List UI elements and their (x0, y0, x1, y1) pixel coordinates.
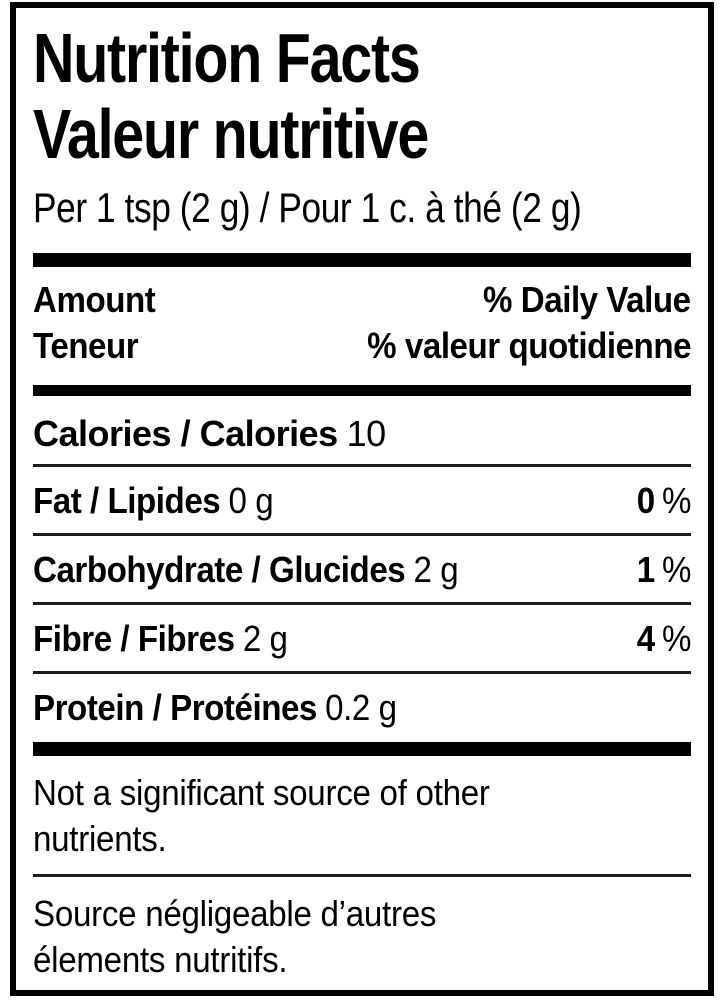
footnote-fr-line2-wrap: élements nutritifs. (33, 937, 691, 983)
nutrient-carb-name: Carbohydrate / Glucides (33, 549, 406, 590)
serving-size: Per 1 tsp (2 g) / Pour 1 c. à thé (2 g) (33, 184, 691, 232)
daily-value-label-fr: % valeur quotidienne (367, 325, 691, 366)
nutrient-carb-left: Carbohydrate / Glucides 2 g (33, 548, 459, 592)
nutrient-fat-dv: 0% (636, 479, 692, 523)
nutrient-row-protein: Protein / Protéines 0.2 g (33, 674, 691, 742)
nutrient-fibre-dv: 4% (636, 617, 692, 661)
serving-size-text: Per 1 tsp (2 g) / Pour 1 c. à thé (2 g) (33, 184, 582, 231)
title-block: Nutrition Facts Valeur nutritive (33, 20, 691, 172)
footnote-fr-line1-wrap: Source négligeable d’autres (33, 891, 691, 937)
thick-rule-bottom (33, 742, 691, 756)
title-en: Nutrition Facts (33, 20, 691, 96)
nutrient-fat-left: Fat / Lipides 0 g (33, 479, 274, 523)
nutrient-fat-dv-unit: % (662, 480, 691, 521)
calories-text: Calories / Calories 10 (33, 412, 386, 456)
footnote-en-line2-wrap: nutrients. (33, 816, 691, 862)
nutrient-protein-amount: 0.2 g (325, 687, 397, 728)
nutrient-fibre-name: Fibre / Fibres (33, 618, 235, 659)
footnote-en-line1: Not a significant source of other (33, 772, 490, 813)
nutrient-carb-dv-unit: % (662, 549, 691, 590)
footnote-en-line1-wrap: Not a significant source of other (33, 770, 691, 816)
footnote-fr-line1: Source négligeable d’autres (33, 893, 437, 934)
title-fr: Valeur nutritive (33, 96, 691, 172)
calories-label: Calories / Calories (33, 413, 338, 454)
daily-value-label-en: % Daily Value (483, 279, 691, 320)
footnote-en-line2: nutrients. (33, 818, 167, 859)
nutrient-fat-name: Fat / Lipides (33, 480, 221, 521)
title-fr-text: Valeur nutritive (33, 95, 429, 173)
amount-label-fr: Teneur (33, 325, 139, 366)
amount-label-en: Amount (33, 279, 156, 320)
footnote-en: Not a significant source of other nutrie… (33, 756, 691, 877)
calories-value: 10 (346, 413, 387, 454)
nutrient-row-carbohydrate: Carbohydrate / Glucides 2 g 1% (33, 536, 691, 605)
nutrient-fibre-dv-unit: % (662, 618, 691, 659)
thick-rule-top (33, 253, 691, 267)
nutrition-facts-label: Nutrition Facts Valeur nutritive Per 1 t… (10, 2, 714, 996)
thick-rule-header (33, 385, 691, 396)
nutrient-fibre-left: Fibre / Fibres 2 g (33, 617, 288, 661)
nutrient-fat-dv-value: 0 (636, 480, 655, 521)
nutrient-fat-amount: 0 g (228, 480, 274, 521)
nutrient-row-fat: Fat / Lipides 0 g 0% (33, 467, 691, 536)
header-row-fr: Teneur % valeur quotidienne (33, 323, 691, 369)
nutrient-carb-dv: 1% (636, 548, 692, 592)
nutrient-fibre-amount: 2 g (242, 618, 288, 659)
nutrient-carb-dv-value: 1 (636, 549, 655, 590)
title-en-text: Nutrition Facts (33, 19, 421, 97)
daily-value-header: Amount % Daily Value Teneur % valeur quo… (33, 277, 691, 369)
nutrient-protein-name: Protein / Protéines (33, 687, 317, 728)
header-row-en: Amount % Daily Value (33, 277, 691, 323)
nutrient-fibre-dv-value: 4 (636, 618, 655, 659)
nutrient-row-fibre: Fibre / Fibres 2 g 4% (33, 605, 691, 674)
nutrient-protein-left: Protein / Protéines 0.2 g (33, 686, 397, 730)
calories-row: Calories / Calories 10 (33, 396, 691, 467)
nutrient-carb-amount: 2 g (413, 549, 459, 590)
nutrient-protein-dv (684, 686, 691, 730)
footnote-fr: Source négligeable d’autres élements nut… (33, 877, 691, 990)
footnote-fr-line2: élements nutritifs. (33, 939, 288, 980)
